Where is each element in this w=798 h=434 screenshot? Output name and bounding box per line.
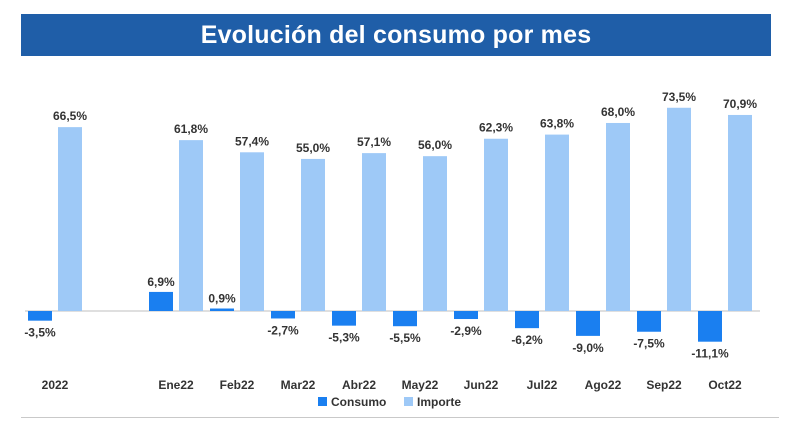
- importe-bar: [545, 134, 569, 311]
- x-tick-label: Mar22: [281, 378, 316, 392]
- importe-data-label: 61,8%: [174, 122, 208, 136]
- consumo-data-label: -2,9%: [450, 324, 482, 338]
- importe-data-label: 57,1%: [357, 135, 391, 149]
- consumo-data-label: -7,5%: [633, 337, 665, 351]
- consumo-data-label: 6,9%: [147, 275, 175, 289]
- consumo-data-label: -11,1%: [691, 347, 729, 361]
- legend-label-consumo: Consumo: [331, 395, 386, 409]
- x-tick-label: Ago22: [585, 378, 622, 392]
- legend-swatch-consumo: [318, 397, 327, 406]
- consumo-data-label: -5,3%: [328, 331, 360, 345]
- bottom-divider: [21, 417, 779, 418]
- consumo-bar: [28, 311, 52, 321]
- consumo-bar: [149, 291, 173, 311]
- legend-swatch-importe: [404, 397, 413, 406]
- consumo-bar: [637, 311, 661, 332]
- importe-bar: [179, 140, 203, 311]
- importe-data-label: 70,9%: [723, 97, 757, 111]
- importe-bar: [240, 152, 264, 311]
- x-tick-label: Ene22: [158, 378, 194, 392]
- x-tick-label: Jul22: [527, 378, 558, 392]
- consumo-data-label: -6,2%: [511, 333, 543, 347]
- consumo-data-label: -5,5%: [389, 331, 421, 345]
- x-tick-label: Abr22: [342, 378, 376, 392]
- importe-bar: [728, 114, 752, 311]
- importe-bar: [667, 107, 691, 312]
- importe-data-label: 56,0%: [418, 138, 452, 152]
- consumo-data-label: 0,9%: [208, 292, 236, 306]
- x-tick-label: May22: [402, 378, 439, 392]
- chart-title: Evolución del consumo por mes: [200, 20, 592, 49]
- consumo-bar: [210, 308, 234, 311]
- importe-data-label: 63,8%: [540, 117, 574, 131]
- importe-bar: [423, 156, 447, 311]
- consumo-bar: [332, 311, 356, 326]
- consumo-data-label: -3,5%: [24, 326, 56, 340]
- consumo-bar: [698, 311, 722, 342]
- chart-title-bar: Evolución del consumo por mes: [21, 14, 771, 56]
- importe-bar: [58, 127, 82, 311]
- consumo-bar: [576, 311, 600, 336]
- importe-bar: [301, 158, 325, 311]
- x-tick-label: Oct22: [708, 378, 742, 392]
- consumo-data-label: -2,7%: [267, 323, 299, 337]
- importe-data-label: 55,0%: [296, 141, 330, 155]
- x-tick-label: Sep22: [646, 378, 682, 392]
- consumo-data-label: -9,0%: [572, 341, 604, 355]
- importe-bar: [484, 138, 508, 311]
- importe-bar: [606, 122, 630, 311]
- importe-data-label: 73,5%: [662, 90, 696, 104]
- x-tick-label: Jun22: [464, 378, 499, 392]
- legend-label-importe: Importe: [417, 395, 461, 409]
- importe-data-label: 66,5%: [53, 109, 87, 123]
- x-tick-label: Feb22: [220, 378, 255, 392]
- x-tick-label: 2022: [42, 378, 69, 392]
- consumo-bar: [454, 311, 478, 320]
- importe-data-label: 57,4%: [235, 134, 269, 148]
- consumo-bar: [393, 311, 417, 327]
- importe-data-label: 68,0%: [601, 105, 635, 119]
- consumo-bar: [271, 311, 295, 319]
- consumo-bar: [515, 311, 539, 329]
- importe-bar: [362, 153, 386, 311]
- importe-data-label: 62,3%: [479, 121, 513, 135]
